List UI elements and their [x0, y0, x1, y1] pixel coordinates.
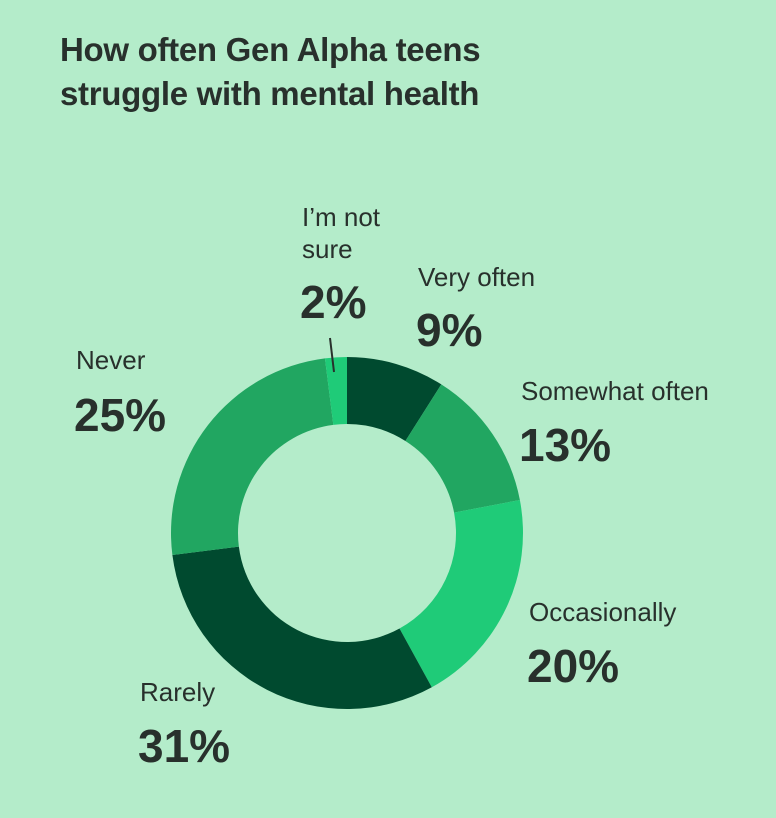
label-occasionally: Occasionally: [529, 597, 676, 627]
value-rarely: 31%: [138, 720, 230, 772]
slice-somewhat-often: [405, 384, 520, 513]
slice-i-m-not-sure: [324, 357, 347, 425]
value-somewhat-often: 13%: [519, 419, 611, 471]
label-not-sure-line-2: sure: [302, 234, 353, 264]
value-not-sure: 2%: [300, 276, 366, 328]
label-very-often: Very often: [418, 262, 535, 292]
value-very-often: 9%: [416, 304, 482, 356]
donut-slices: [171, 357, 524, 710]
value-never: 25%: [74, 389, 166, 441]
value-occasionally: 20%: [527, 640, 619, 692]
slice-rarely: [172, 546, 432, 710]
leader-line-not-sure: [329, 337, 335, 373]
label-somewhat-often: Somewhat often: [521, 376, 709, 406]
label-rarely: Rarely: [140, 677, 215, 707]
label-not-sure-line-1: I’m not: [302, 202, 381, 232]
chart-title-line-1: How often Gen Alpha teens: [60, 31, 481, 68]
slice-never: [171, 358, 334, 556]
chart-title-line-2: struggle with mental health: [60, 75, 480, 112]
slice-occasionally: [399, 500, 524, 688]
slice-very-often: [347, 357, 442, 441]
label-never: Never: [76, 345, 146, 375]
chart-title: How often Gen Alpha teens struggle with …: [60, 28, 680, 116]
